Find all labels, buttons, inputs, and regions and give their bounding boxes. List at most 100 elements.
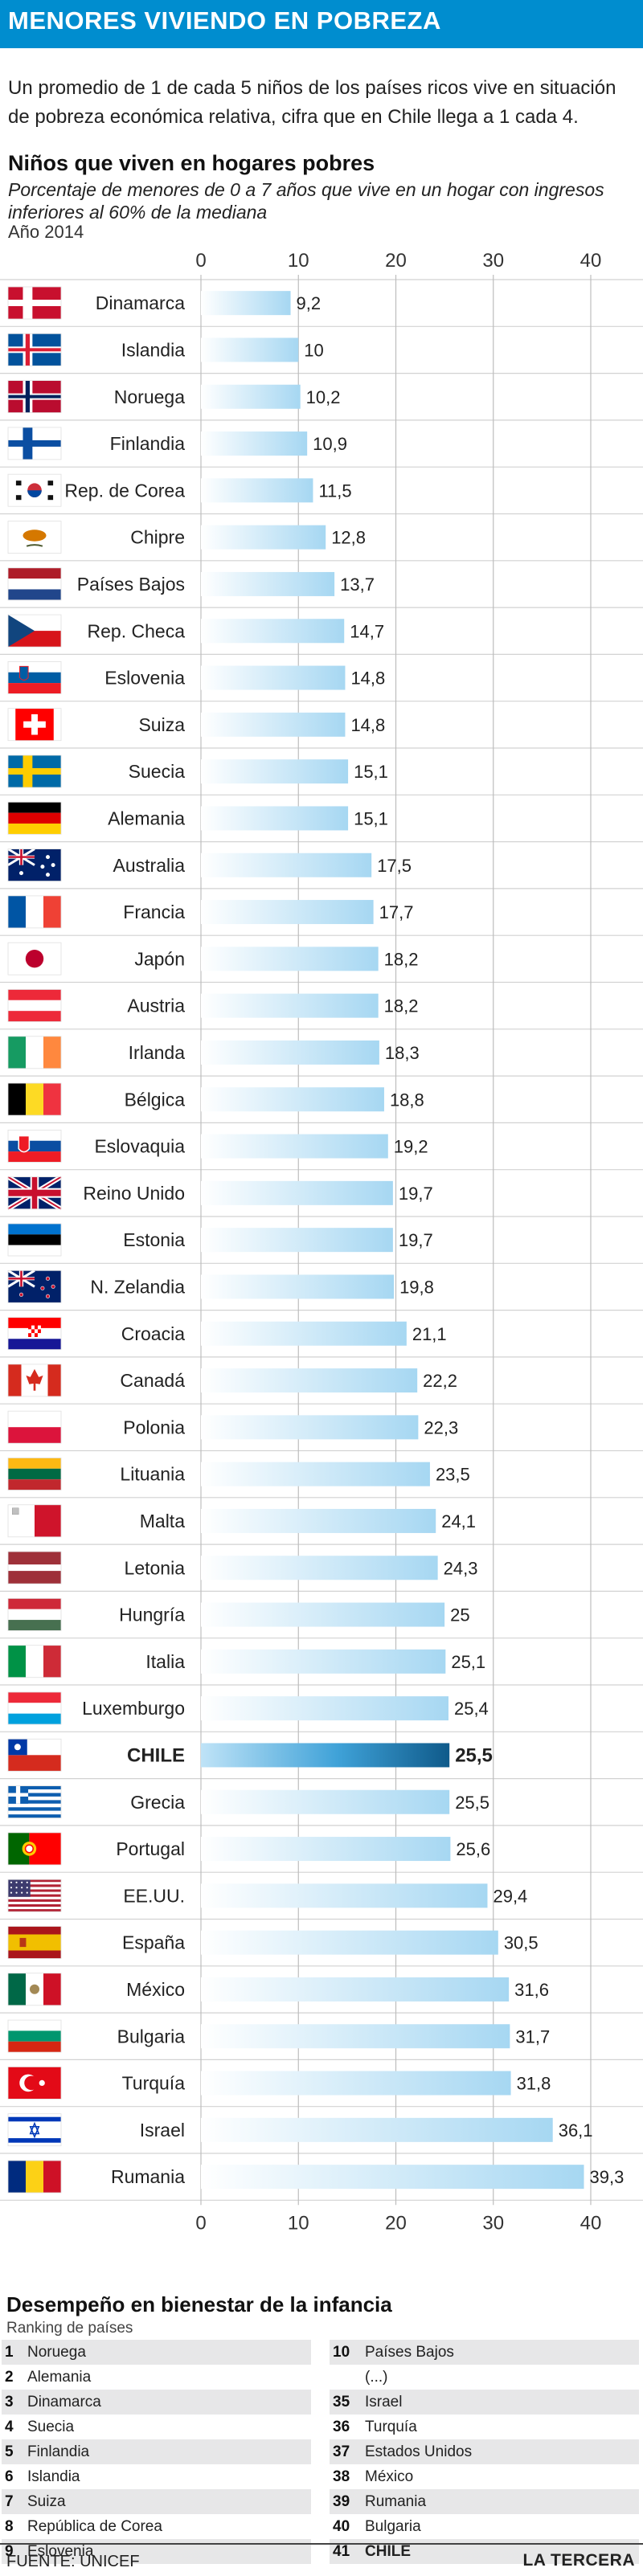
value-label: 18,2	[384, 949, 419, 969]
bar	[201, 2071, 511, 2096]
category-label: Suiza	[138, 714, 185, 735]
cyprus-flag-icon	[7, 521, 62, 554]
ranking-row: 40 Bulgaria	[330, 2514, 639, 2539]
value-label: 21,1	[412, 1324, 447, 1344]
value-label: 24,3	[444, 1558, 478, 1578]
category-label: Rumania	[111, 2166, 185, 2187]
canada-flag-icon	[7, 1364, 62, 1397]
bar	[201, 525, 326, 550]
category-label: Dinamarca	[96, 292, 185, 313]
denmark-flag-icon	[7, 286, 62, 320]
value-label: 22,3	[424, 1417, 458, 1437]
ranking-number: 9	[5, 2543, 14, 2560]
ireland-flag-icon	[7, 1036, 62, 1069]
estonia-flag-icon	[7, 1223, 62, 1257]
brand-logo-text: LA TERCERA	[522, 2551, 635, 2570]
ranking-row: 3 Dinamarca	[2, 2390, 311, 2414]
category-label: Portugal	[116, 1838, 185, 1859]
category-label: Canadá	[120, 1370, 185, 1391]
ranking-number: 36	[333, 2419, 350, 2435]
usa-flag-icon	[7, 1879, 62, 1912]
category-label: Suecia	[129, 761, 186, 782]
value-label: 22,2	[423, 1371, 457, 1391]
ranking-row: 1 Noruega	[2, 2340, 311, 2365]
slovenia-flag-icon	[7, 661, 62, 694]
chart-period: Año 2014	[8, 222, 84, 242]
ranking-number: 35	[333, 2394, 350, 2410]
tick-label-top: 30	[482, 250, 504, 272]
footer: FUENTE: UNICEF LA TERCERA	[0, 2543, 643, 2576]
bar	[201, 1228, 393, 1253]
value-label: 30,5	[504, 1933, 539, 1953]
category-label: Noruega	[114, 386, 185, 407]
bar	[201, 1696, 448, 1721]
japan-flag-icon	[7, 942, 62, 975]
ranking-country: Suiza	[27, 2493, 66, 2510]
value-label: 25,4	[454, 1699, 489, 1719]
category-label: Turquía	[122, 2073, 186, 2094]
category-label: Alemania	[108, 808, 185, 828]
value-label: 15,1	[354, 762, 388, 782]
bar	[201, 900, 374, 925]
category-label: CHILE	[127, 1744, 185, 1766]
category-label: Islandia	[121, 339, 185, 360]
ranking-number: 38	[333, 2468, 350, 2485]
ranking-row: 38 México	[330, 2464, 639, 2489]
bar	[201, 712, 346, 737]
category-label: EE.UU.	[123, 1885, 185, 1906]
malta-flag-icon	[7, 1504, 62, 1538]
ranking-row: 4 Suecia	[2, 2414, 311, 2439]
value-label: 14,8	[350, 715, 385, 735]
chart-title: Niños que viven en hogares pobres	[8, 151, 375, 175]
tick-label-top: 10	[288, 250, 309, 272]
belgium-flag-icon	[7, 1082, 62, 1116]
finland-flag-icon	[7, 427, 62, 460]
bar-highlight	[201, 1743, 450, 1768]
ranking-number: 7	[5, 2493, 14, 2510]
sweden-flag-icon	[7, 754, 62, 788]
category-label: Rep. de Corea	[64, 480, 185, 501]
france-flag-icon	[7, 895, 62, 929]
value-label: 29,4	[493, 1886, 527, 1906]
value-label: 10	[304, 340, 323, 360]
value-label: 9,2	[297, 293, 322, 313]
ranking-country: Finlandia	[27, 2443, 90, 2460]
value-label: 14,8	[350, 669, 385, 689]
bar	[201, 1415, 419, 1440]
value-label: 12,8	[331, 528, 366, 548]
value-label: 11,5	[318, 480, 351, 501]
ranking-country: Países Bajos	[365, 2344, 454, 2361]
ranking-number: 40	[333, 2518, 350, 2535]
bar	[201, 759, 349, 784]
ranking-number: 37	[333, 2443, 350, 2460]
ranking-row: 6 Islandia	[2, 2464, 311, 2489]
croatia-flag-icon	[7, 1317, 62, 1350]
ranking-column-right: 10 Países Bajos (...) 35 Israel 36 Turquía 37 Es…	[330, 2340, 639, 2564]
ranking-country: México	[365, 2468, 414, 2485]
value-label: 39,3	[590, 2167, 625, 2187]
ranking-number: 41	[333, 2543, 350, 2560]
bar	[201, 571, 335, 596]
luxembourg-flag-icon	[7, 1691, 62, 1725]
bar	[201, 1977, 510, 2002]
ranking-subtitle: Ranking de países	[6, 2320, 133, 2337]
value-label: 31,7	[515, 2026, 550, 2046]
bar	[201, 2024, 510, 2049]
bar	[201, 2165, 584, 2190]
bulgaria-flag-icon	[7, 2019, 62, 2053]
bar	[201, 1649, 446, 1674]
category-label: México	[126, 1979, 185, 2000]
category-label: Eslovaquia	[94, 1136, 185, 1157]
category-label: Polonia	[123, 1417, 185, 1437]
ranking-number: 39	[333, 2493, 350, 2510]
category-label: Finlandia	[110, 433, 186, 454]
bar	[201, 806, 349, 831]
spain-flag-icon	[7, 1926, 62, 1959]
category-label: Hungría	[119, 1605, 185, 1625]
ranking-row: 10 Países Bajos	[330, 2340, 639, 2365]
value-label: 10,9	[313, 434, 347, 454]
australia-flag-icon	[7, 848, 62, 881]
ranking-row: 37 Estados Unidos	[330, 2439, 639, 2464]
slovakia-flag-icon	[7, 1130, 62, 1163]
ranking-number: 3	[5, 2394, 14, 2410]
